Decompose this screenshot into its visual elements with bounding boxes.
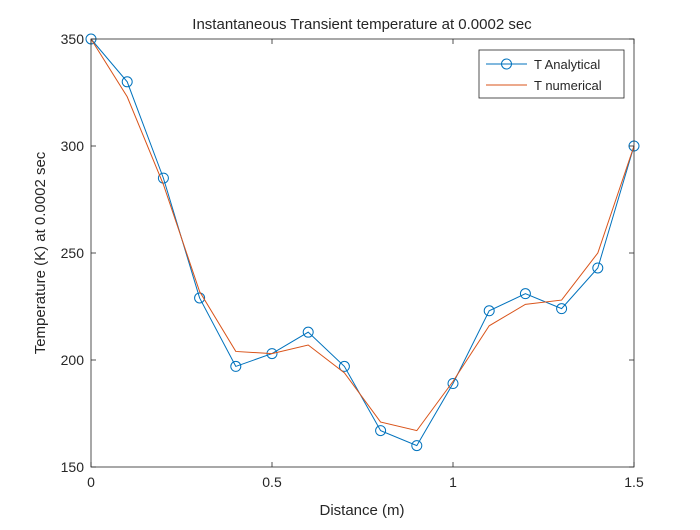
y-tick-label: 350 xyxy=(61,31,85,47)
data-point xyxy=(519,288,531,300)
data-point xyxy=(483,305,495,317)
y-axis-label: Temperature (K) at 0.0002 sec xyxy=(32,151,49,354)
y-tick-label: 200 xyxy=(61,352,85,368)
x-tick-label: 0 xyxy=(87,474,95,490)
data-point xyxy=(592,262,604,274)
x-tick-label: 1.5 xyxy=(624,474,644,490)
data-point xyxy=(121,76,133,88)
legend-label-numerical: T numerical xyxy=(534,78,602,93)
y-tick-label: 150 xyxy=(61,459,85,475)
legend-marker-analytical xyxy=(501,58,512,70)
data-point xyxy=(411,440,423,452)
chart-title: Instantaneous Transient temperature at 0… xyxy=(192,16,532,33)
x-tick-label: 0.5 xyxy=(262,474,282,490)
data-point xyxy=(556,303,568,315)
data-point xyxy=(338,360,350,372)
data-point xyxy=(302,326,314,338)
data-point xyxy=(157,172,169,184)
data-point xyxy=(230,360,242,372)
legend-box xyxy=(478,49,625,99)
x-tick-label: 1 xyxy=(449,474,457,490)
data-point xyxy=(447,378,459,390)
legend: T Analytical T numerical xyxy=(478,49,625,99)
y-tick-label: 300 xyxy=(61,138,85,154)
data-point xyxy=(375,425,387,437)
axes-layer: 0 0.5 1 1.5 150 200 250 300 350 xyxy=(61,31,644,490)
series-line-1 xyxy=(90,38,635,432)
plot-area xyxy=(91,39,634,467)
legend-label-analytical: T Analytical xyxy=(534,57,600,72)
data-point xyxy=(194,292,206,304)
x-axis-label: Distance (m) xyxy=(319,502,404,519)
y-tick-label: 250 xyxy=(61,245,85,261)
